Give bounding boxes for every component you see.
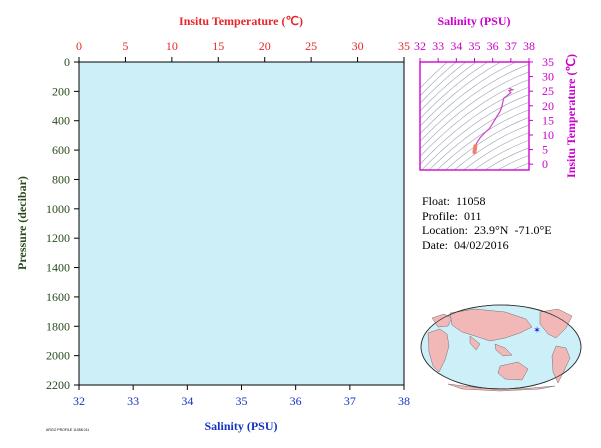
temperature-axis-label: Insitu Temperature (℃): [179, 14, 303, 28]
world-map: ✶: [420, 304, 582, 392]
salinity-tick-label: 38: [398, 394, 410, 408]
ts-temperature-tick-label: 15: [542, 113, 554, 127]
footer-text: ARGO PROFILE 11058 011: [46, 428, 89, 432]
ts-temperature-tick-label: 20: [542, 99, 554, 113]
density-contour: [420, 62, 517, 135]
pressure-tick-label: 2000: [46, 349, 70, 363]
pressure-tick-label: 2200: [46, 378, 70, 392]
pressure-tick-label: 200: [52, 84, 70, 98]
density-contour: [453, 124, 529, 170]
pressure-tick-label: 1400: [46, 261, 70, 275]
temperature-tick-label: 0: [76, 39, 82, 53]
salinity-axis-label: Salinity (PSU): [204, 419, 277, 433]
pressure-axis-label: Pressure (decibar): [15, 176, 29, 270]
pressure-tick-label: 400: [52, 114, 70, 128]
density-contour: [420, 62, 502, 127]
ts-salinity-tick-label: 38: [523, 39, 535, 53]
profile-chart: 0 5 10 15 20 25 30 35 32 33 34 35 36 37 38 0 200 400 600…: [15, 14, 410, 433]
salinity-axis: 32 33 34 35 36 37 38: [73, 385, 410, 408]
pressure-tick-label: 0: [64, 55, 70, 69]
location-star-icon: ✶: [533, 325, 541, 335]
density-contour: [420, 62, 467, 104]
ts-salinity-axis-label: Salinity (PSU): [437, 14, 510, 28]
ts-density-contours: [419, 61, 530, 171]
map-border: [420, 304, 582, 390]
salinity-tick-label: 32: [73, 394, 85, 408]
ts-salinity-tick-label: 34: [450, 39, 462, 53]
map-land: [427, 308, 573, 392]
ts-salinity-tick-label: 37: [505, 39, 517, 53]
density-contour: [497, 155, 529, 170]
ts-temperature-tick-label: 35: [542, 55, 554, 69]
temperature-tick-label: 15: [212, 39, 224, 53]
float-id: Float: 11058: [422, 194, 486, 208]
pressure-tick-label: 600: [52, 143, 70, 157]
density-contour: [420, 79, 529, 158]
temperature-tick-label: 35: [398, 39, 410, 53]
pressure-tick-label: 1000: [46, 202, 70, 216]
ts-salinity-tick-label: 32: [414, 39, 426, 53]
temperature-tick-label: 30: [352, 39, 364, 53]
ts-salinity-axis: 32 33 34 35 36 37 38: [414, 39, 535, 62]
density-contour: [484, 147, 529, 170]
density-contour: [428, 101, 529, 170]
pressure-tick-label: 1200: [46, 231, 70, 245]
salinity-tick-label: 33: [127, 394, 139, 408]
density-contour: [420, 62, 477, 112]
profile-plot-frame: [78, 61, 405, 386]
density-contour: [511, 162, 529, 170]
density-contour: [420, 86, 529, 165]
profile-date: Date: 04/02/2016: [422, 237, 509, 252]
pressure-tick-label: 800: [52, 172, 70, 186]
density-contour: [420, 64, 529, 142]
ts-salinity-tick-label: 33: [432, 39, 444, 53]
ts-temperature-tick-label: 5: [542, 143, 548, 157]
density-contour: [436, 109, 529, 170]
temperature-axis: 0 5 10 15 20 25 30 35: [76, 39, 410, 62]
ts-temperature-tick-label: 0: [542, 157, 548, 171]
density-contour: [420, 71, 529, 150]
temperature-tick-label: 10: [166, 39, 178, 53]
ts-temperature-tick-label: 30: [542, 70, 554, 84]
pressure-tick-label: 1600: [46, 290, 70, 304]
ts-salinity-tick-label: 36: [487, 39, 499, 53]
ts-temperature-tick-label: 10: [542, 128, 554, 142]
ts-salinity-tick-label: 35: [469, 39, 481, 53]
density-contour: [420, 62, 489, 120]
density-contour: [420, 62, 448, 89]
temperature-tick-label: 5: [122, 39, 128, 53]
salinity-tick-label: 34: [181, 394, 193, 408]
salinity-tick-label: 35: [236, 394, 248, 408]
temperature-tick-label: 20: [259, 39, 271, 53]
ts-temperature-tick-label: 25: [542, 84, 554, 98]
pressure-axis: 0 200 400 600 800 1000 1200 1400 1600 1800 2000 220…: [46, 55, 79, 392]
float-info: Float: 11058 Profile: 011 Location: 23.9…: [422, 194, 552, 252]
density-contour: [420, 62, 457, 97]
ts-point: [473, 144, 478, 149]
density-contour: [421, 94, 529, 170]
temperature-tick-label: 25: [305, 39, 317, 53]
pressure-tick-label: 1800: [46, 319, 70, 333]
salinity-tick-label: 36: [290, 394, 302, 408]
ts-series: [472, 87, 515, 155]
profile-number: Profile: 011: [422, 208, 482, 223]
profile-location: Location: 23.9°N -71.0°E: [422, 223, 552, 237]
density-contour: [463, 132, 529, 170]
salinity-tick-label: 37: [344, 394, 356, 408]
ts-temperature-axis-label: Insitu Temperature (℃): [564, 54, 578, 178]
